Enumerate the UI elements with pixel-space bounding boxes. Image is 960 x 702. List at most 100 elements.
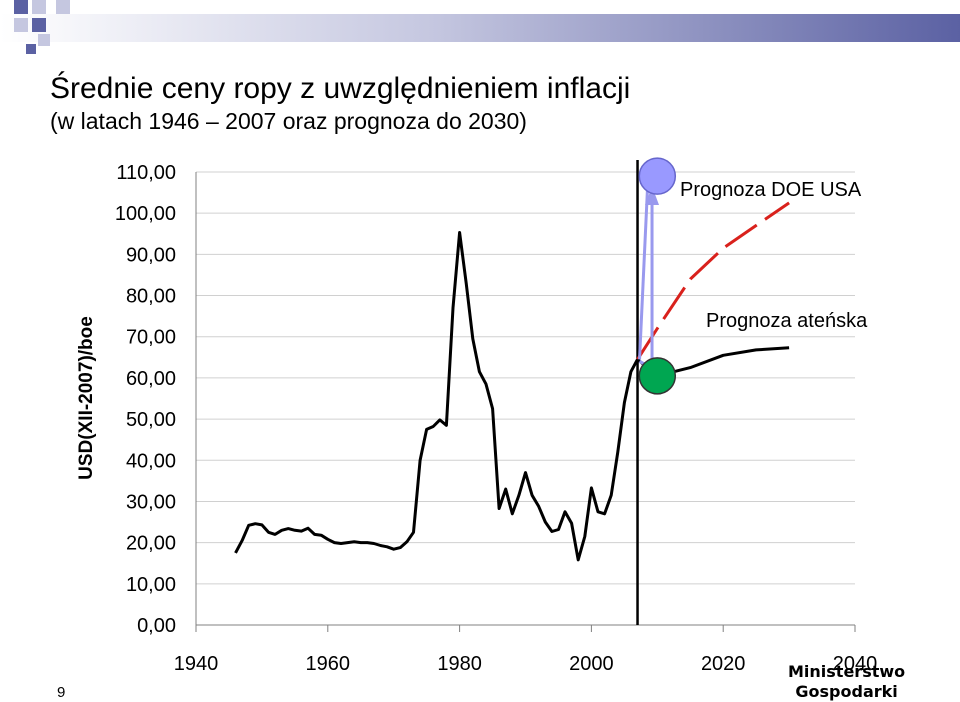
header-gradient bbox=[0, 14, 960, 42]
data-point bbox=[617, 452, 618, 453]
data-point bbox=[690, 367, 691, 368]
data-point bbox=[413, 532, 414, 533]
y-tick-label: 60,00 bbox=[126, 368, 176, 390]
x-tick-label: 1960 bbox=[306, 653, 351, 675]
data-point bbox=[360, 542, 361, 543]
data-point bbox=[275, 534, 276, 535]
data-point bbox=[499, 508, 500, 509]
data-point bbox=[545, 522, 546, 523]
logo-line-1: Ministerstwo bbox=[788, 662, 906, 681]
data-point bbox=[301, 531, 302, 532]
slide-subtitle: (w latach 1946 – 2007 oraz prognoza do 2… bbox=[50, 108, 527, 134]
data-point bbox=[334, 542, 335, 543]
y-tick-label: 110,00 bbox=[116, 162, 176, 184]
corner-square-2 bbox=[32, 0, 46, 14]
data-point bbox=[584, 536, 585, 537]
data-point bbox=[690, 279, 691, 280]
data-point bbox=[281, 530, 282, 531]
corner-square-1 bbox=[14, 0, 28, 14]
x-tick-label: 1940 bbox=[174, 653, 219, 675]
y-tick-label: 10,00 bbox=[126, 574, 176, 596]
data-point bbox=[446, 425, 447, 426]
data-point bbox=[789, 202, 790, 203]
ministry-logo: Ministerstwo Gospodarki bbox=[788, 662, 905, 702]
x-tick-label: 2040 bbox=[833, 653, 878, 675]
data-point bbox=[406, 541, 407, 542]
data-point bbox=[518, 495, 519, 496]
logo-line-2: Gospodarki bbox=[795, 682, 898, 701]
data-point bbox=[308, 528, 309, 529]
data-point bbox=[340, 543, 341, 544]
x-tick-label: 1980 bbox=[437, 653, 482, 675]
data-point bbox=[597, 511, 598, 512]
header-bar bbox=[0, 14, 960, 42]
corner-square-3 bbox=[56, 0, 70, 14]
data-point bbox=[479, 371, 480, 372]
data-point bbox=[367, 542, 368, 543]
y-axis-label: USD(XII-2007)/boe bbox=[76, 316, 97, 480]
x-tick-label: 2000 bbox=[569, 653, 614, 675]
data-point bbox=[321, 535, 322, 536]
data-point bbox=[512, 513, 513, 514]
y-tick-label: 70,00 bbox=[126, 327, 176, 349]
data-point bbox=[268, 532, 269, 533]
data-point bbox=[525, 472, 526, 473]
data-point bbox=[235, 552, 236, 553]
data-point bbox=[578, 559, 579, 560]
data-point bbox=[314, 534, 315, 535]
data-point bbox=[756, 225, 757, 226]
athens-forecast-marker bbox=[638, 357, 677, 395]
data-point bbox=[532, 495, 533, 496]
data-point bbox=[327, 539, 328, 540]
data-point bbox=[565, 511, 566, 512]
data-point bbox=[538, 506, 539, 507]
data-point bbox=[347, 542, 348, 543]
data-point bbox=[505, 489, 506, 490]
data-point bbox=[466, 283, 467, 284]
data-point bbox=[433, 426, 434, 427]
data-point bbox=[492, 408, 493, 409]
data-point bbox=[756, 349, 757, 350]
data-point bbox=[485, 384, 486, 385]
x-tick-label: 2020 bbox=[701, 653, 746, 675]
data-point bbox=[571, 523, 572, 524]
y-tick-label: 30,00 bbox=[126, 491, 176, 513]
data-point bbox=[591, 487, 592, 488]
annotation-athens: Prognoza ateńska bbox=[706, 310, 868, 332]
data-point bbox=[248, 525, 249, 526]
corner-square-5 bbox=[32, 18, 46, 32]
arrow-diagonal bbox=[638, 176, 650, 360]
corner-square-6 bbox=[38, 34, 50, 46]
data-point bbox=[558, 529, 559, 530]
y-tick-label: 20,00 bbox=[126, 533, 176, 555]
data-point bbox=[723, 248, 724, 249]
corner-square-7 bbox=[26, 44, 36, 54]
series-line-1 bbox=[636, 201, 790, 361]
data-point bbox=[294, 530, 295, 531]
data-point bbox=[387, 546, 388, 547]
data-point bbox=[657, 328, 658, 329]
data-point bbox=[551, 531, 552, 532]
y-tick-label: 80,00 bbox=[126, 286, 176, 308]
y-tick-label: 100,00 bbox=[115, 203, 176, 225]
annotation-doe: Prognoza DOE USA bbox=[680, 179, 862, 201]
data-point bbox=[426, 429, 427, 430]
data-point bbox=[288, 528, 289, 529]
doe-forecast-marker bbox=[638, 157, 677, 195]
y-tick-label: 90,00 bbox=[126, 244, 176, 266]
data-point bbox=[255, 523, 256, 524]
data-point bbox=[789, 347, 790, 348]
data-point bbox=[453, 307, 454, 308]
y-tick-label: 40,00 bbox=[126, 450, 176, 472]
data-point bbox=[400, 547, 401, 548]
data-point bbox=[420, 460, 421, 461]
data-point bbox=[242, 540, 243, 541]
data-point bbox=[373, 543, 374, 544]
data-point bbox=[723, 355, 724, 356]
y-tick-label: 50,00 bbox=[126, 409, 176, 431]
data-point bbox=[604, 513, 605, 514]
y-tick-label: 0,00 bbox=[137, 615, 176, 637]
arrow-up-head bbox=[645, 186, 660, 205]
slide-title: Średnie ceny ropy z uwzględnieniem infla… bbox=[50, 72, 631, 105]
